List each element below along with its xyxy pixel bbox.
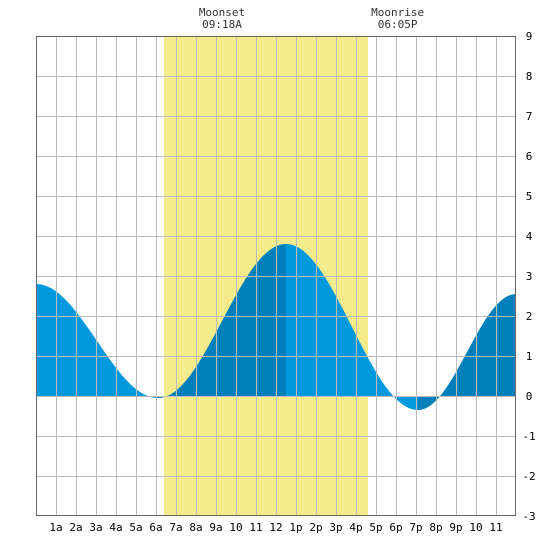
y-tick-label: 3 (526, 270, 533, 283)
y-tick-label: 7 (526, 110, 533, 123)
x-tick-label: 4a (109, 521, 122, 534)
x-tick-label: 12 (269, 521, 282, 534)
plot-frame-layer (36, 36, 516, 516)
moon-event-label: Moonrise (371, 6, 424, 19)
rising-tide-area (418, 294, 516, 410)
y-tick-label: 6 (526, 150, 533, 163)
plot-frame (36, 36, 516, 516)
x-tick-label: 2a (69, 521, 82, 534)
x-tick-label: 9a (209, 521, 222, 534)
x-tick-label: 10 (469, 521, 482, 534)
x-tick-label: 7a (169, 521, 182, 534)
moon-event-time: 06:05P (378, 18, 418, 31)
y-tick-label: 0 (526, 390, 533, 403)
x-tick-label: 1a (49, 521, 62, 534)
x-tick-label: 1p (289, 521, 302, 534)
y-tick-label-layer: 9 8 7 6 5 4 3 2 1 0 -1 -2 -3 (522, 30, 535, 523)
x-tick-label: 5a (129, 521, 142, 534)
y-tick-label: 5 (526, 190, 533, 203)
falling-tide-area (286, 244, 418, 410)
x-tick-label: 8a (189, 521, 202, 534)
x-tick-label: 3p (329, 521, 342, 534)
moon-event-time: 09:18A (202, 18, 242, 31)
x-tick-label: 6a (149, 521, 162, 534)
x-tick-label: 9p (449, 521, 462, 534)
grid-layer (36, 36, 516, 516)
y-tick-label: 2 (526, 310, 533, 323)
y-tick-label: 4 (526, 230, 533, 243)
y-tick-label: 9 (526, 30, 533, 43)
x-tick-label: 11 (489, 521, 502, 534)
y-tick-label: 1 (526, 350, 533, 363)
y-tick-label: -1 (522, 430, 535, 443)
x-tick-label: 8p (429, 521, 442, 534)
x-tick-label: 10 (229, 521, 242, 534)
moon-event-label: Moonset (199, 6, 245, 19)
x-tick-label: 3a (89, 521, 102, 534)
x-tick-label: 6p (389, 521, 402, 534)
x-tick-label: 7p (409, 521, 422, 534)
y-tick-label: -2 (522, 470, 535, 483)
x-tick-label: 11 (249, 521, 262, 534)
x-tick-label-layer: 1a 2a 3a 4a 5a 6a 7a 8a 9a 10 11 12 1p 2p 3p 4p 5p 6p 7p 8p… (49, 521, 502, 534)
y-tick-label: -3 (522, 510, 535, 523)
rising-tide-area (158, 244, 286, 398)
x-tick-label: 2p (309, 521, 322, 534)
x-tick-label: 4p (349, 521, 362, 534)
x-tick-label: 5p (369, 521, 382, 534)
y-tick-label: 8 (526, 70, 533, 83)
